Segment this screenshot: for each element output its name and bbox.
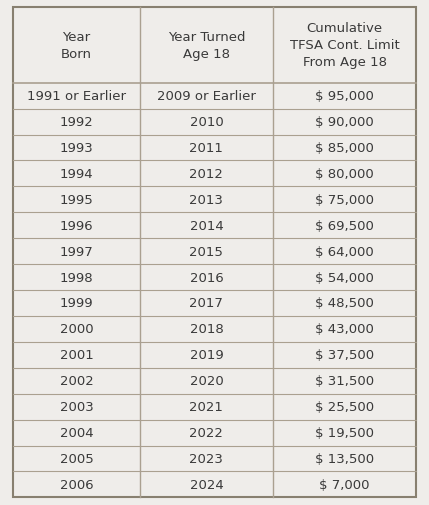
- Text: 1996: 1996: [60, 219, 93, 232]
- Text: 2024: 2024: [190, 478, 224, 491]
- Text: 1995: 1995: [60, 193, 93, 207]
- Text: 2005: 2005: [60, 452, 93, 465]
- Text: $ 95,000: $ 95,000: [315, 90, 374, 103]
- Text: 2010: 2010: [190, 116, 224, 129]
- Text: $ 69,500: $ 69,500: [315, 219, 374, 232]
- Text: $ 75,000: $ 75,000: [315, 193, 374, 207]
- Text: 2022: 2022: [190, 426, 224, 439]
- Text: $ 80,000: $ 80,000: [315, 168, 374, 180]
- Text: $ 54,000: $ 54,000: [315, 271, 374, 284]
- Text: $ 7,000: $ 7,000: [319, 478, 370, 491]
- Text: Year Turned
Age 18: Year Turned Age 18: [168, 31, 245, 61]
- Text: 1991 or Earlier: 1991 or Earlier: [27, 90, 126, 103]
- Text: 2019: 2019: [190, 348, 224, 362]
- Text: $ 31,500: $ 31,500: [315, 375, 374, 387]
- Text: $ 48,500: $ 48,500: [315, 297, 374, 310]
- Text: 2000: 2000: [60, 323, 93, 336]
- Text: 2012: 2012: [190, 168, 224, 180]
- Text: 1993: 1993: [60, 142, 93, 155]
- Text: Year
Born: Year Born: [61, 31, 92, 61]
- Text: $ 43,000: $ 43,000: [315, 323, 374, 336]
- Text: $ 19,500: $ 19,500: [315, 426, 374, 439]
- Text: 2018: 2018: [190, 323, 224, 336]
- Text: 1999: 1999: [60, 297, 93, 310]
- Text: 2003: 2003: [60, 400, 93, 414]
- Text: 1997: 1997: [60, 245, 93, 258]
- Text: 2006: 2006: [60, 478, 93, 491]
- Text: 1992: 1992: [60, 116, 93, 129]
- Text: 2023: 2023: [190, 452, 224, 465]
- Text: 2016: 2016: [190, 271, 224, 284]
- Text: 2015: 2015: [190, 245, 224, 258]
- Text: 2021: 2021: [190, 400, 224, 414]
- Text: Cumulative
TFSA Cont. Limit
From Age 18: Cumulative TFSA Cont. Limit From Age 18: [290, 22, 399, 69]
- Text: 2002: 2002: [60, 375, 93, 387]
- Text: 1994: 1994: [60, 168, 93, 180]
- Text: $ 64,000: $ 64,000: [315, 245, 374, 258]
- Text: $ 13,500: $ 13,500: [315, 452, 374, 465]
- Text: 2017: 2017: [190, 297, 224, 310]
- Text: 2020: 2020: [190, 375, 224, 387]
- Text: $ 85,000: $ 85,000: [315, 142, 374, 155]
- Text: $ 25,500: $ 25,500: [315, 400, 374, 414]
- Text: 2011: 2011: [190, 142, 224, 155]
- Text: 1998: 1998: [60, 271, 93, 284]
- Text: 2013: 2013: [190, 193, 224, 207]
- Text: $ 90,000: $ 90,000: [315, 116, 374, 129]
- Text: 2001: 2001: [60, 348, 93, 362]
- Text: $ 37,500: $ 37,500: [315, 348, 374, 362]
- Text: 2014: 2014: [190, 219, 224, 232]
- Text: 2009 or Earlier: 2009 or Earlier: [157, 90, 256, 103]
- Text: 2004: 2004: [60, 426, 93, 439]
